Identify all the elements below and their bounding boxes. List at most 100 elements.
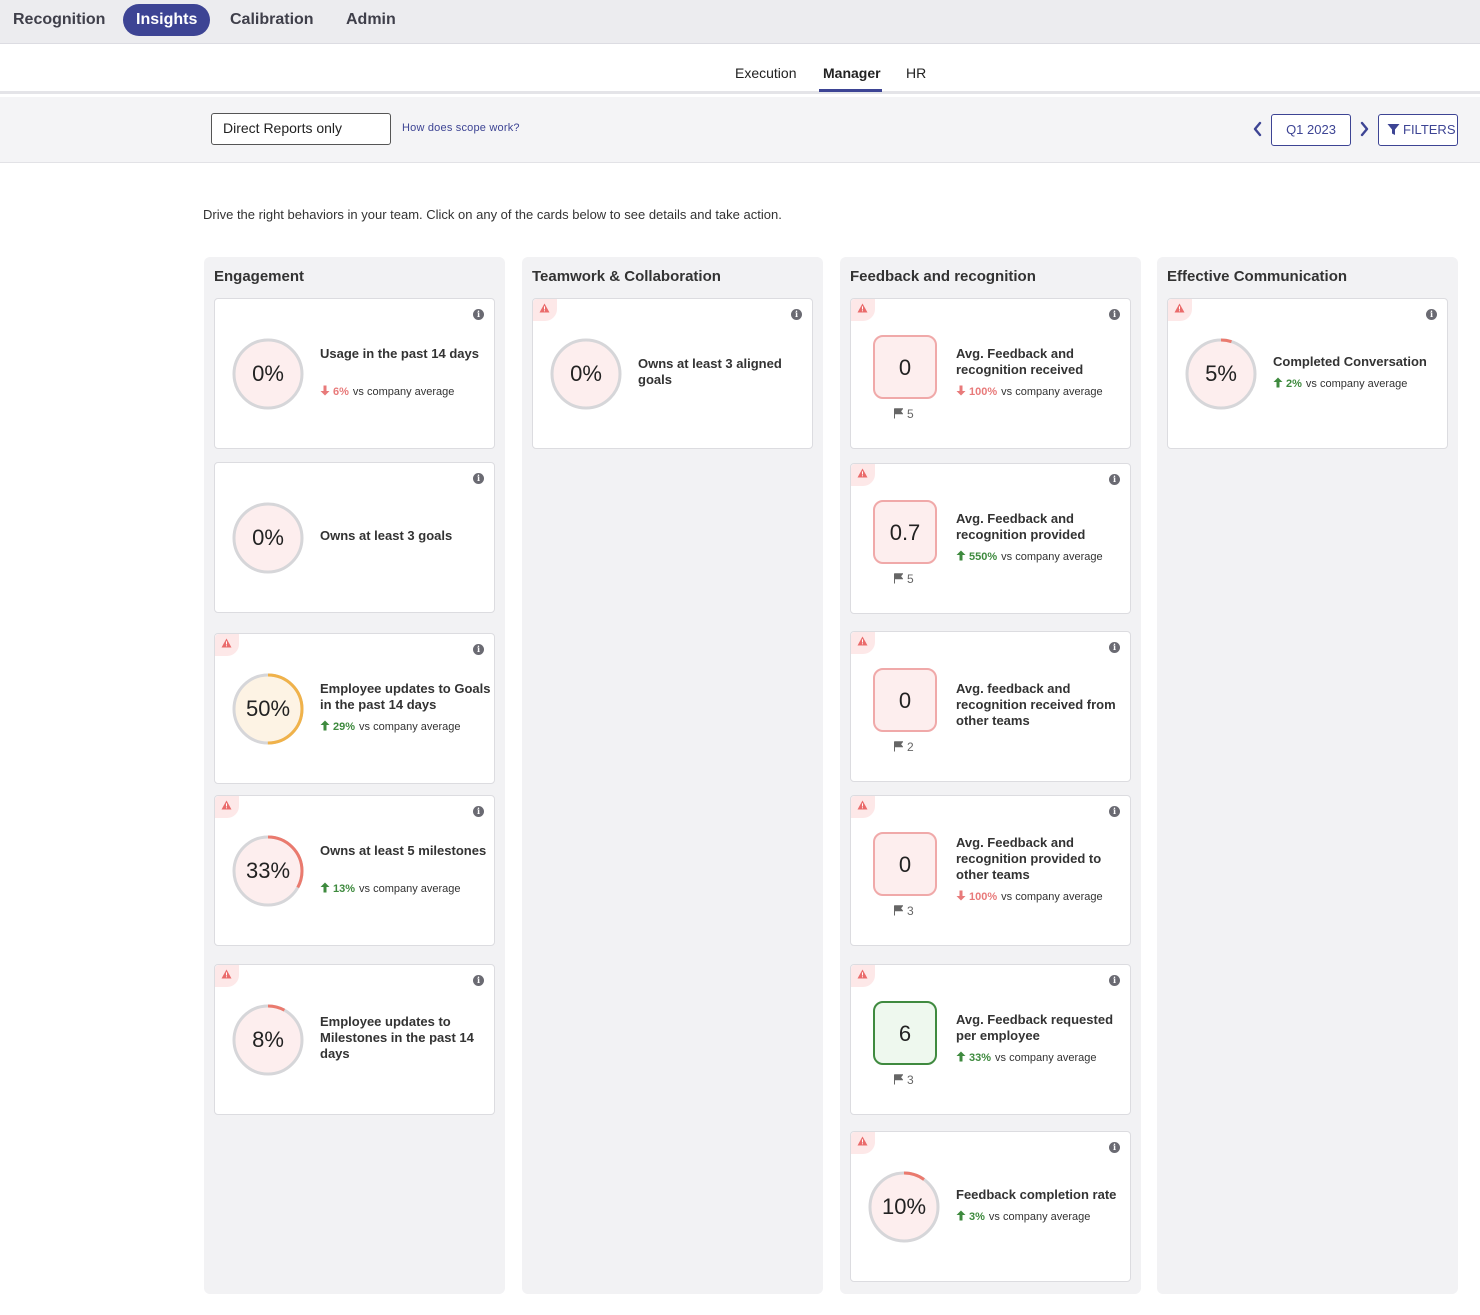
progress-ring: 5% xyxy=(1185,338,1257,410)
flag-count-value: 5 xyxy=(907,572,914,586)
info-icon[interactable]: i xyxy=(473,975,484,986)
progress-ring: 10% xyxy=(868,1171,940,1243)
metric-title: Avg. Feedback and recognition provided t… xyxy=(956,835,1102,882)
column-title: Feedback and recognition xyxy=(850,268,1036,285)
column-title: Effective Communication xyxy=(1167,268,1348,285)
previous-period-button[interactable] xyxy=(1251,120,1265,138)
column-teamwork-collaboration: Teamwork & Collaboration i 0% Owns at least… xyxy=(522,257,823,1294)
active-subtab-indicator xyxy=(819,89,882,92)
warning-icon xyxy=(851,464,875,486)
metric-value: 0% xyxy=(252,361,284,386)
info-icon[interactable]: i xyxy=(1109,642,1120,653)
arrow-down-icon xyxy=(956,385,966,396)
filter-icon xyxy=(1387,124,1400,135)
column-effective-communication: Effective Communication i 5% Completed Conv… xyxy=(1157,257,1458,1294)
metric-card[interactable]: i 8% Employee updates to Milestones in the… xyxy=(214,964,495,1115)
arrow-up-icon xyxy=(956,1210,966,1221)
flag-count: 3 xyxy=(894,1073,914,1087)
flag-icon xyxy=(894,1074,904,1085)
subtab-manager[interactable]: Manager xyxy=(823,65,881,81)
metric-card[interactable]: i 5% Completed Conversation 2% vs company av… xyxy=(1167,298,1448,449)
metric-title: Completed Conversation xyxy=(1273,354,1427,369)
info-icon[interactable]: i xyxy=(1109,474,1120,485)
scope-help-link[interactable]: How does scope work? xyxy=(402,122,520,134)
warning-icon xyxy=(851,796,875,818)
comparison: 6% vs company average xyxy=(320,384,454,398)
metric-title: Feedback completion rate xyxy=(956,1187,1117,1202)
next-period-button[interactable] xyxy=(1357,120,1371,138)
metric-title: Usage in the past 14 days xyxy=(320,346,479,361)
flag-count-value: 5 xyxy=(907,407,914,421)
metric-card[interactable]: i 0% Usage in the past 14 days 6% vs company… xyxy=(214,298,495,449)
flag-icon xyxy=(894,741,904,752)
comparison-label: vs company average xyxy=(1305,378,1408,390)
warning-icon xyxy=(533,299,557,321)
flag-count: 5 xyxy=(894,572,914,586)
intro-text: Drive the right behaviors in your team. … xyxy=(203,207,782,222)
metric-card[interactable]: i 0 5 Avg. Feedback and recognition receive… xyxy=(850,298,1131,449)
metric-title: Employee updates to Goals in the past 14… xyxy=(320,681,491,712)
delta-percent: 550% xyxy=(969,551,998,563)
delta-percent: 2% xyxy=(1286,378,1302,390)
comparison: 33% vs company average xyxy=(956,1050,1097,1064)
metric-card[interactable]: i 0 3 Avg. Feedback and recognition provide… xyxy=(850,795,1131,946)
comparison: 100% vs company average xyxy=(956,889,1103,903)
metric-card[interactable]: i 50% Employee updates to Goals in the pas… xyxy=(214,633,495,784)
warning-icon xyxy=(1168,299,1192,321)
progress-ring: 0% xyxy=(232,502,304,574)
warning-icon xyxy=(215,796,239,818)
metric-title: Avg. Feedback and recognition provided xyxy=(956,511,1086,542)
progress-ring: 33% xyxy=(232,835,304,907)
info-icon[interactable]: i xyxy=(1109,975,1120,986)
column-title: Engagement xyxy=(214,268,305,285)
comparison-label: vs company average xyxy=(995,1052,1097,1064)
metric-card[interactable]: i 0.7 5 Avg. Feedback and recognition provi… xyxy=(850,463,1131,614)
chevron-right-icon xyxy=(1360,121,1369,137)
subtab-execution[interactable]: Execution xyxy=(735,65,797,81)
progress-ring: 8% xyxy=(232,1004,304,1076)
info-icon[interactable]: i xyxy=(473,473,484,484)
info-icon[interactable]: i xyxy=(1426,309,1437,320)
period-button[interactable]: Q1 2023 xyxy=(1271,114,1351,146)
metric-title: Avg. feedback and recognition received f… xyxy=(956,681,1116,728)
comparison-label: vs company average xyxy=(359,721,461,733)
delta-percent: 6% xyxy=(333,386,349,398)
tab-recognition[interactable]: Recognition xyxy=(13,11,106,28)
top-nav: Recognition Insights Calibration Admin xyxy=(0,0,1480,44)
tab-admin[interactable]: Admin xyxy=(346,11,396,28)
metric-card[interactable]: i 0% Owns at least 3 goals xyxy=(214,462,495,613)
delta-percent: 29% xyxy=(333,721,356,733)
info-icon[interactable]: i xyxy=(1109,309,1120,320)
comparison: 100% vs company average xyxy=(956,384,1103,398)
info-icon[interactable]: i xyxy=(1109,806,1120,817)
metric-card[interactable]: i 0 2 Avg. feedback and recognition receive… xyxy=(850,631,1131,782)
arrow-up-icon xyxy=(956,1051,966,1062)
metric-card[interactable]: i 33% Owns at least 5 milestones 13% vs comp… xyxy=(214,795,495,946)
flag-count-value: 3 xyxy=(907,1073,914,1087)
arrow-up-icon xyxy=(320,720,330,731)
metric-card[interactable]: i 6 3 Avg. Feedback requested per employee 3… xyxy=(850,964,1131,1115)
metric-value-box: 0 xyxy=(873,335,937,399)
filters-button[interactable]: FILTERS xyxy=(1378,114,1458,146)
progress-ring: 0% xyxy=(550,338,622,410)
comparison-label: vs company average xyxy=(988,1211,1091,1223)
metric-title: Owns at least 3 goals xyxy=(320,528,453,543)
info-icon[interactable]: i xyxy=(1109,1142,1120,1153)
info-icon[interactable]: i xyxy=(473,806,484,817)
arrow-up-icon xyxy=(320,882,330,893)
warning-icon xyxy=(851,299,875,321)
info-icon[interactable]: i xyxy=(473,644,484,655)
metric-value: 5% xyxy=(1205,361,1237,386)
tab-calibration[interactable]: Calibration xyxy=(230,11,314,28)
warning-icon xyxy=(215,634,239,656)
info-icon[interactable]: i xyxy=(791,309,802,320)
subtab-hr[interactable]: HR xyxy=(906,65,927,81)
info-icon[interactable]: i xyxy=(473,309,484,320)
scope-select[interactable]: Direct Reports only xyxy=(211,113,391,145)
flag-count: 3 xyxy=(894,904,914,918)
metric-title: Employee updates to Milestones in the pa… xyxy=(320,1014,474,1061)
metric-card[interactable]: i 10% Feedback completion rate 3% vs company… xyxy=(850,1131,1131,1282)
tab-insights[interactable]: Insights xyxy=(123,4,211,36)
metric-card[interactable]: i 0% Owns at least 3 aligned goals xyxy=(532,298,813,449)
comparison-label: vs company average xyxy=(1001,891,1103,903)
